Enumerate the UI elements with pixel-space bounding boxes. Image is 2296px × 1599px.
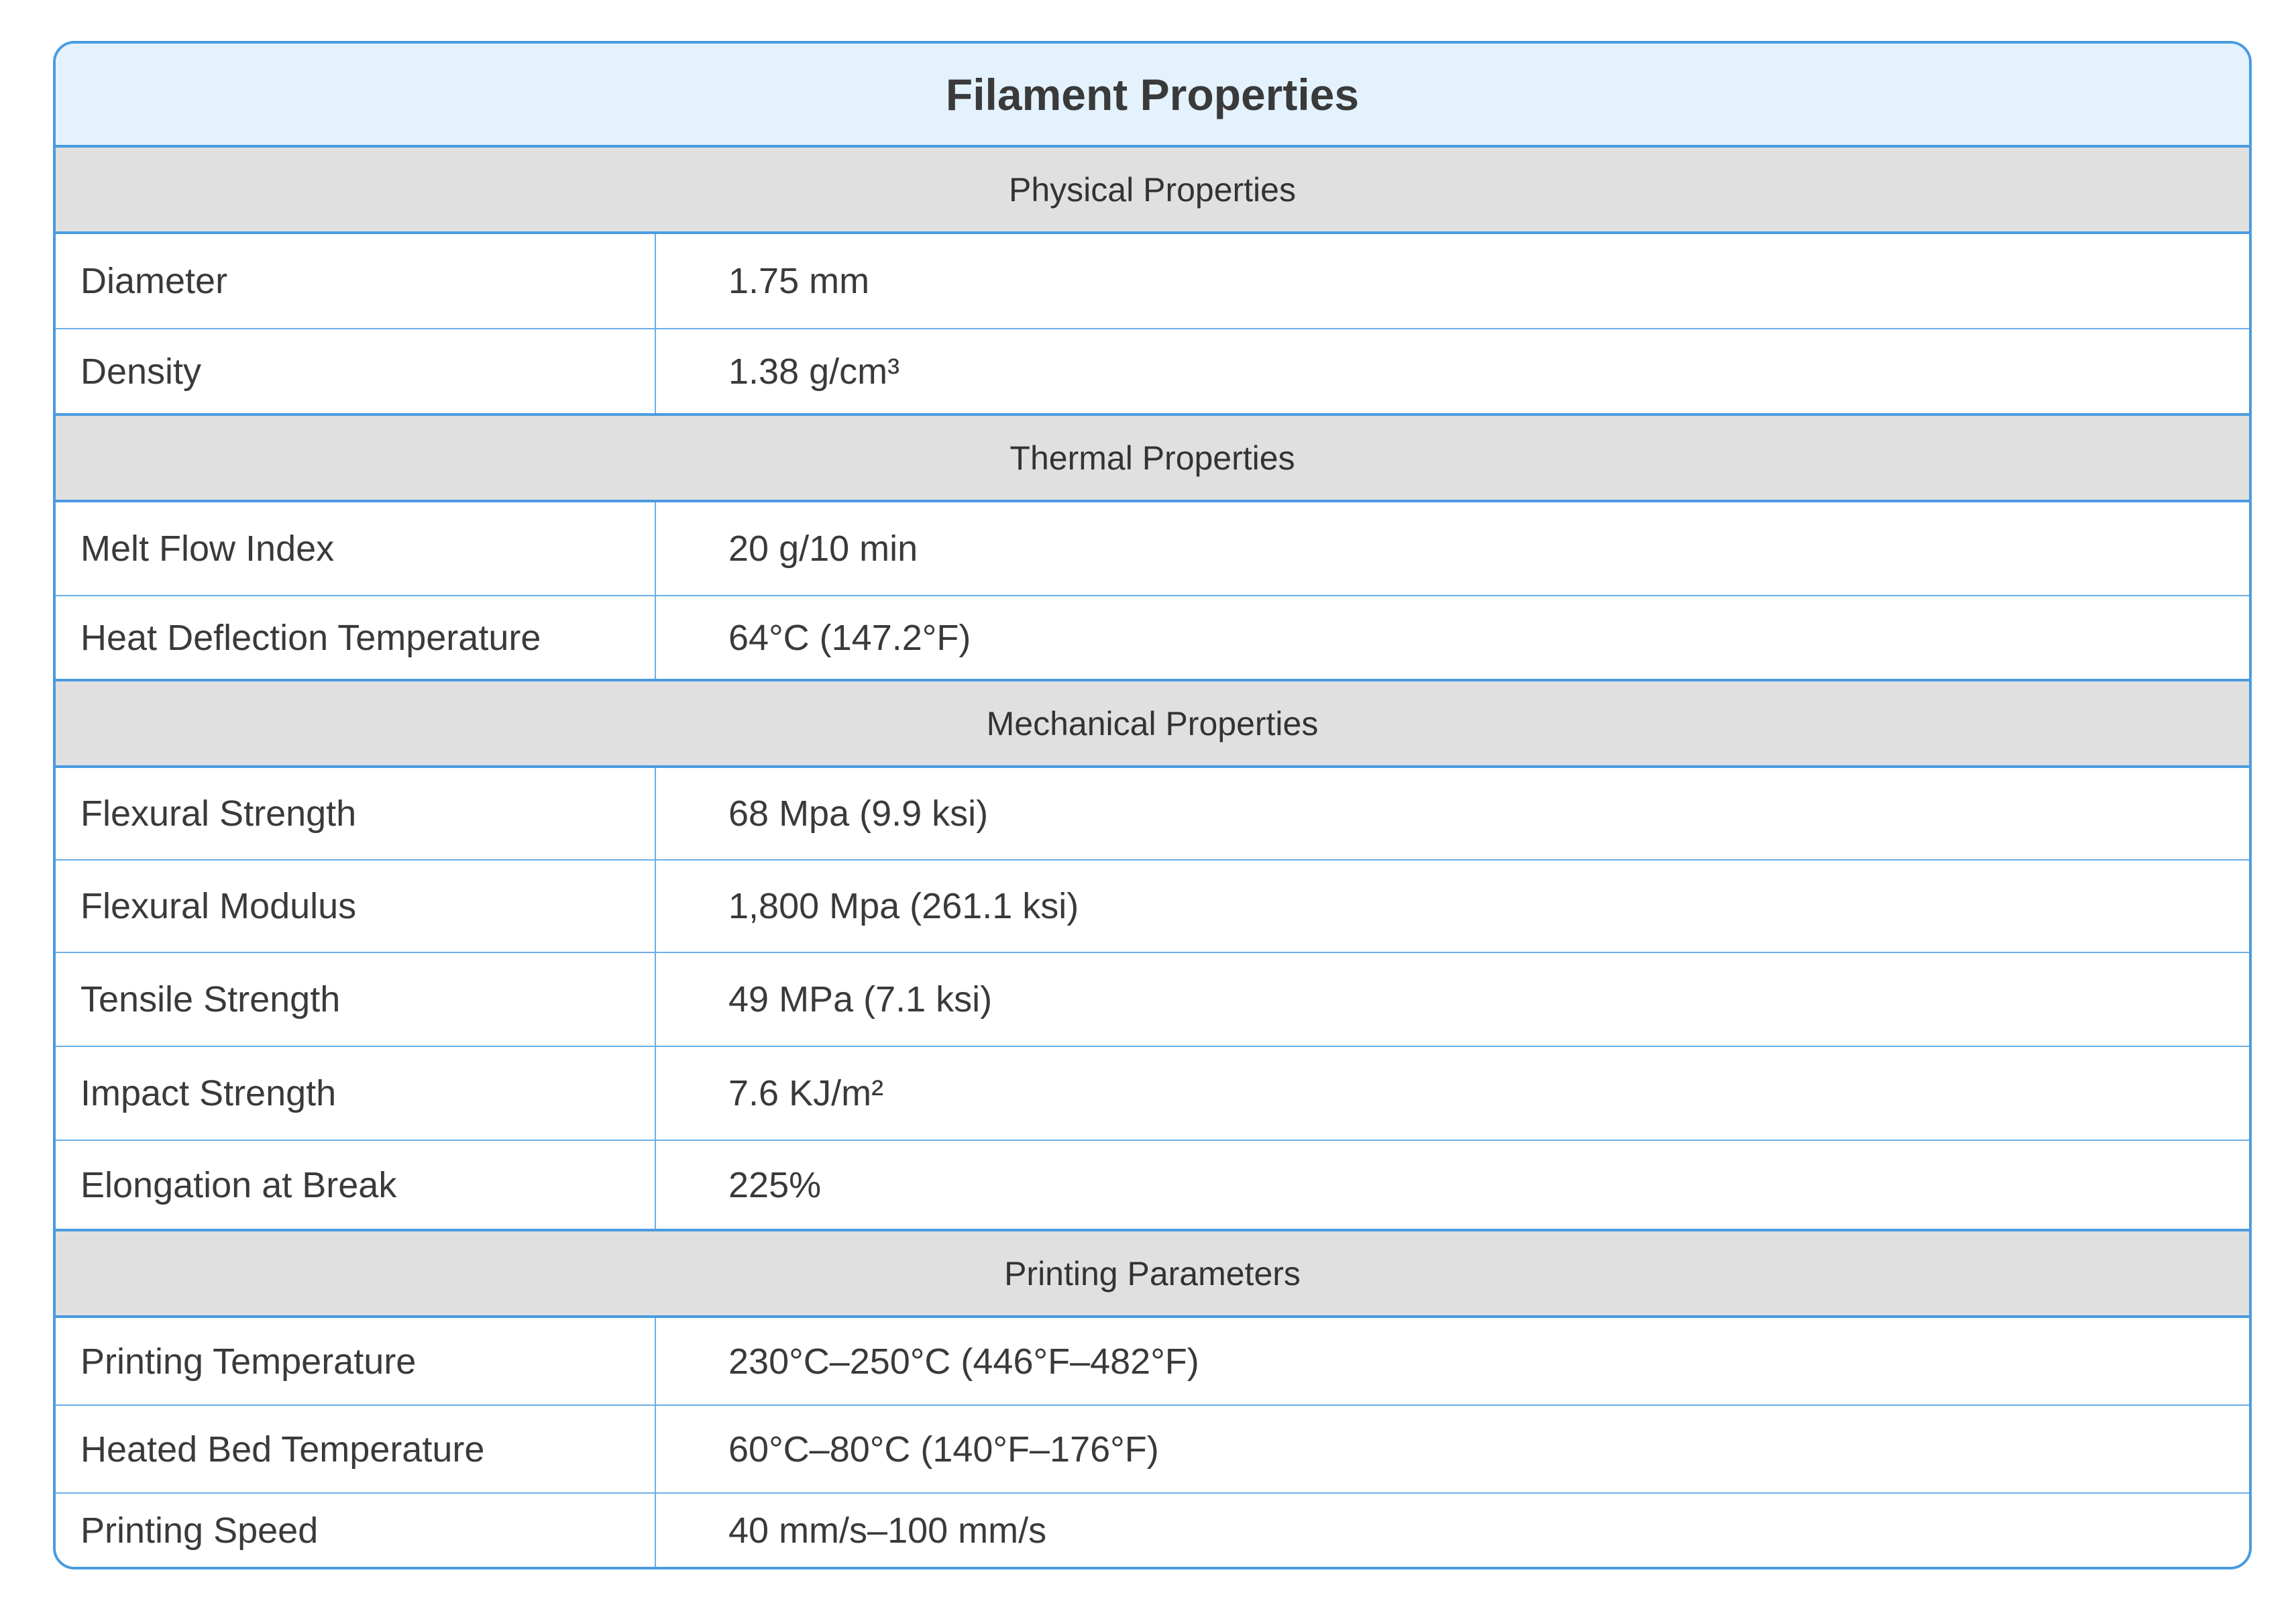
property-row: Tensile Strength 49 MPa (7.1 ksi): [56, 953, 2249, 1047]
property-value: 1.38 g/cm³: [728, 351, 900, 392]
section-header: Thermal Properties: [56, 416, 2249, 502]
property-row: Heated Bed Temperature 60°C–80°C (140°F–1…: [56, 1406, 2249, 1494]
property-row: Printing Speed 40 mm/s–100 mm/s: [56, 1494, 2249, 1567]
section-header: Mechanical Properties: [56, 681, 2249, 768]
property-name: Heated Bed Temperature: [56, 1406, 656, 1492]
property-row: Impact Strength 7.6 KJ/m²: [56, 1047, 2249, 1141]
property-value: 20 g/10 min: [728, 529, 918, 569]
property-name: Printing Speed: [56, 1494, 656, 1567]
property-name: Flexural Strength: [56, 768, 656, 859]
property-row: Elongation at Break 225%: [56, 1141, 2249, 1231]
property-value: 60°C–80°C (140°F–176°F): [728, 1429, 1159, 1470]
property-row: Diameter 1.75 mm: [56, 234, 2249, 329]
property-name: Density: [56, 329, 656, 413]
section-header: Physical Properties: [56, 148, 2249, 234]
property-name: Impact Strength: [56, 1047, 656, 1140]
property-row: Melt Flow Index 20 g/10 min: [56, 502, 2249, 596]
properties-table: Filament Properties Physical Properties D…: [53, 41, 2252, 1569]
property-value: 225%: [728, 1164, 822, 1205]
property-value: 1.75 mm: [728, 261, 870, 301]
property-name: Elongation at Break: [56, 1141, 656, 1229]
property-name: Melt Flow Index: [56, 502, 656, 595]
property-row: Flexural Modulus 1,800 Mpa (261.1 ksi): [56, 861, 2249, 953]
property-row: Flexural Strength 68 Mpa (9.9 ksi): [56, 768, 2249, 861]
table-title: Filament Properties: [56, 44, 2249, 148]
property-value: 40 mm/s–100 mm/s: [728, 1510, 1047, 1551]
property-name: Diameter: [56, 234, 656, 328]
property-value: 1,800 Mpa (261.1 ksi): [728, 886, 1079, 926]
property-row: Density 1.38 g/cm³: [56, 329, 2249, 416]
property-value: 68 Mpa (9.9 ksi): [728, 793, 989, 834]
property-value: 49 MPa (7.1 ksi): [728, 979, 993, 1019]
property-row: Heat Deflection Temperature 64°C (147.2°F…: [56, 596, 2249, 681]
property-value: 230°C–250°C (446°F–482°F): [728, 1341, 1199, 1382]
property-name: Flexural Modulus: [56, 861, 656, 952]
section-header: Printing Parameters: [56, 1231, 2249, 1318]
property-name: Printing Temperature: [56, 1318, 656, 1404]
property-name: Tensile Strength: [56, 953, 656, 1046]
property-value: 7.6 KJ/m²: [728, 1073, 884, 1113]
property-name: Heat Deflection Temperature: [56, 596, 656, 679]
property-value: 64°C (147.2°F): [728, 617, 971, 658]
property-row: Printing Temperature 230°C–250°C (446°F–4…: [56, 1318, 2249, 1406]
